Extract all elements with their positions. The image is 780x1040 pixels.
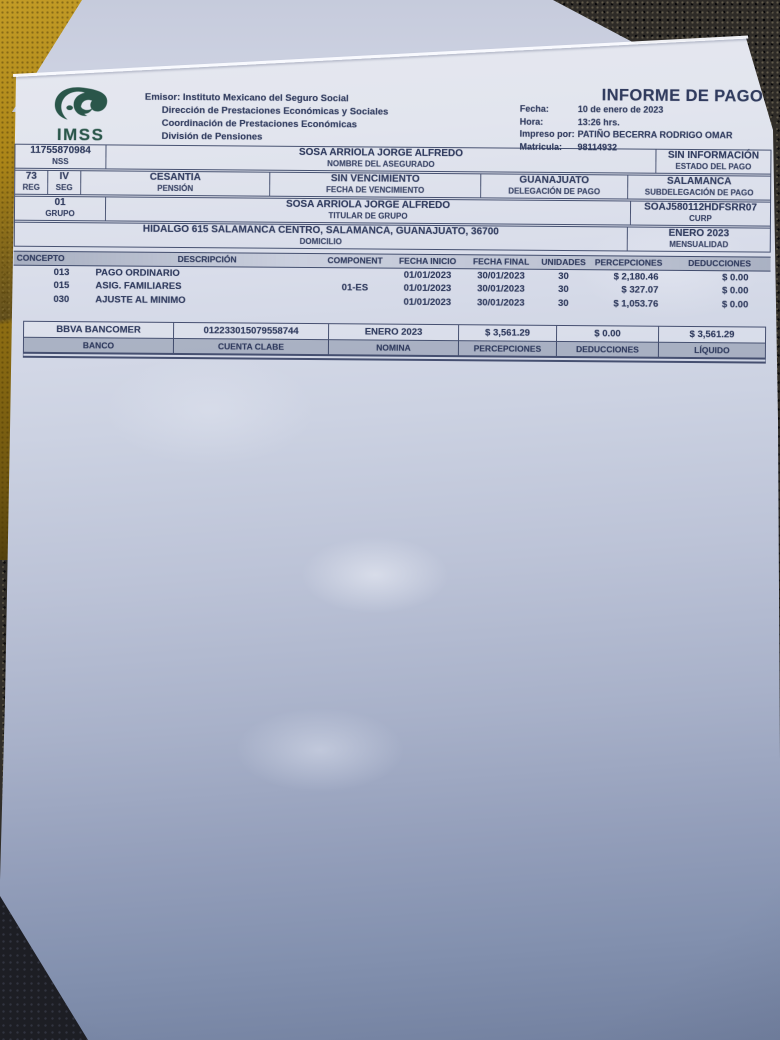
pension-row-pair: 73 IV CESANTIA SIN VENCIMIENTO GUANAJUAT…	[15, 169, 771, 201]
concepto-fecha-final: 30/01/2023	[476, 296, 525, 309]
curp-value: SOAJ580112HDFSRR07	[644, 201, 758, 214]
grupo-label: GRUPO	[14, 208, 107, 220]
vencimiento-label: FECHA DE VENCIMIENTO	[270, 184, 482, 197]
concepto-deducciones: $ 0.00	[721, 298, 749, 310]
col-percepciones: PERCEPCIONES	[594, 256, 663, 268]
cuenta-clabe-value: 012233015079558744	[174, 322, 330, 340]
estado-pago-label: ESTADO DEL PAGO	[675, 161, 752, 172]
informe-de-pago-document: IMSS Emisor: Instituto Mexicano del Segu…	[13, 84, 772, 364]
col-deducciones: DEDUCCIONES	[688, 257, 752, 268]
concepto-descripcion: AJUSTE AL MINIMO	[95, 293, 186, 306]
nomina-value: ENERO 2023	[329, 324, 460, 341]
concepto-fecha-final: 30/01/2023	[477, 269, 525, 282]
total-deducciones-label: DEDUCCIONES	[556, 341, 659, 357]
regimen-value: 73	[15, 170, 49, 183]
concepto-component	[318, 295, 391, 309]
col-fecha-final: FECHA FINAL	[472, 255, 530, 267]
concepto-percepciones: $ 2,180.46	[613, 270, 659, 283]
concepto-component	[318, 268, 391, 282]
concepto-unidades: 30	[558, 270, 569, 282]
cuenta-clabe-label: CUENTA CLABE	[173, 338, 329, 355]
mensualidad-label: MENSUALIDAD	[669, 239, 729, 250]
grupo-row-pair: 01 SOSA ARRIOLA JORGE ALFREDO SOAJ580112…	[14, 195, 771, 227]
concepto-fecha-inicio: 01/01/2023	[403, 282, 452, 295]
banco-value: BBVA BANCOMER	[24, 321, 175, 338]
impreso-por-value: PATIÑO BECERRA RODRIGO OMAR	[577, 129, 733, 141]
conceptos-table: CONCEPTO DESCRIPCIÓN COMPONENT FECHA INI…	[13, 250, 771, 311]
concepto-fecha-inicio: 01/01/2023	[403, 269, 452, 281]
fecha-label: Fecha:	[519, 103, 549, 114]
nss-value: 11755870984	[15, 144, 107, 158]
issuer-name: Instituto Mexicano del Seguro Social	[182, 92, 349, 105]
concepto-fecha-final: 30/01/2023	[477, 283, 525, 295]
concepto-fecha-inicio: 01/01/2023	[403, 296, 452, 308]
impreso-por-label: Impreso por:	[519, 128, 575, 140]
issuer-label: Emisor:	[144, 91, 181, 103]
liquido-label: LÍQUIDO	[694, 345, 730, 356]
col-unidades: UNIDADES	[541, 256, 586, 267]
issuer-block: Emisor: Instituto Mexicano del Seguro So…	[145, 91, 389, 145]
grupo-value: 01	[15, 196, 107, 210]
curp-label: CURP	[689, 213, 712, 224]
nss-label: NSS	[15, 156, 107, 168]
document-header: IMSS Emisor: Instituto Mexicano del Segu…	[15, 84, 772, 152]
pension-label: PENSIÓN	[81, 183, 271, 196]
banco-label: BANCO	[23, 337, 175, 353]
concepto-deducciones: $ 0.00	[721, 285, 749, 297]
col-descripcion: DESCRIPCIÓN	[177, 253, 237, 264]
concepto-codigo: 030	[53, 293, 70, 305]
subdelegacion-label: SUBDELEGACIÓN DE PAGO	[644, 187, 754, 198]
seguro-value: IV	[48, 170, 82, 184]
asegurado-info-table: 11755870984 SOSA ARRIOLA JORGE ALFREDO S…	[13, 143, 772, 253]
concepto-deducciones: $ 0.00	[722, 271, 749, 283]
resumen-pago-table: BBVA BANCOMER 012233015079558744 ENERO 2…	[22, 320, 767, 364]
imss-eagle-icon	[54, 87, 108, 120]
hora-value: 13:26 hrs.	[577, 116, 620, 127]
paper-highlight	[270, 520, 480, 630]
delegacion-label: DELEGACIÓN DE PAGO	[481, 186, 629, 199]
liquido-value: $ 3,561.29	[689, 328, 735, 341]
fecha-value: 10 de enero de 2023	[577, 104, 664, 115]
print-metadata: Fecha: 10 de enero de 2023 Hora: 13:26 hrs…	[519, 103, 732, 155]
col-concepto: CONCEPTO	[16, 252, 65, 263]
total-percepciones-label: PERCEPCIONES	[458, 341, 557, 356]
total-percepciones-value: $ 3,561.29	[459, 325, 558, 341]
domicilio-row-pair: HIDALGO 615 SALAMANCA CENTRO, SALAMANCA,…	[14, 221, 770, 253]
matricula-label: Matricula:	[519, 141, 563, 152]
issuer-line: División de Pensiones	[161, 130, 263, 143]
concepto-unidades: 30	[558, 283, 569, 296]
hora-label: Hora:	[519, 116, 544, 127]
regimen-label: REG	[15, 182, 49, 194]
concepto-codigo: 015	[53, 279, 70, 292]
matricula-value: 98114932	[577, 141, 618, 152]
paper-highlight	[200, 690, 440, 810]
concepto-unidades: 30	[557, 297, 569, 309]
mensualidad-value: ENERO 2023	[668, 227, 730, 240]
nomina-label: NOMINA	[328, 340, 459, 356]
concepto-codigo: 013	[53, 266, 70, 278]
col-component: COMPONENT	[327, 254, 383, 266]
total-deducciones-value: $ 0.00	[556, 325, 660, 342]
concepto-percepciones: $ 327.07	[621, 284, 659, 296]
seguro-label: SEG	[48, 182, 82, 194]
concepto-component: 01-ES	[341, 282, 369, 294]
imss-logo-text: IMSS	[56, 125, 105, 145]
subdelegacion-value: SALAMANCA	[666, 175, 732, 188]
col-fecha-inicio: FECHA INICIO	[398, 255, 457, 266]
imss-logo: IMSS	[42, 86, 120, 145]
concepto-percepciones: $ 1,053.76	[613, 297, 659, 310]
